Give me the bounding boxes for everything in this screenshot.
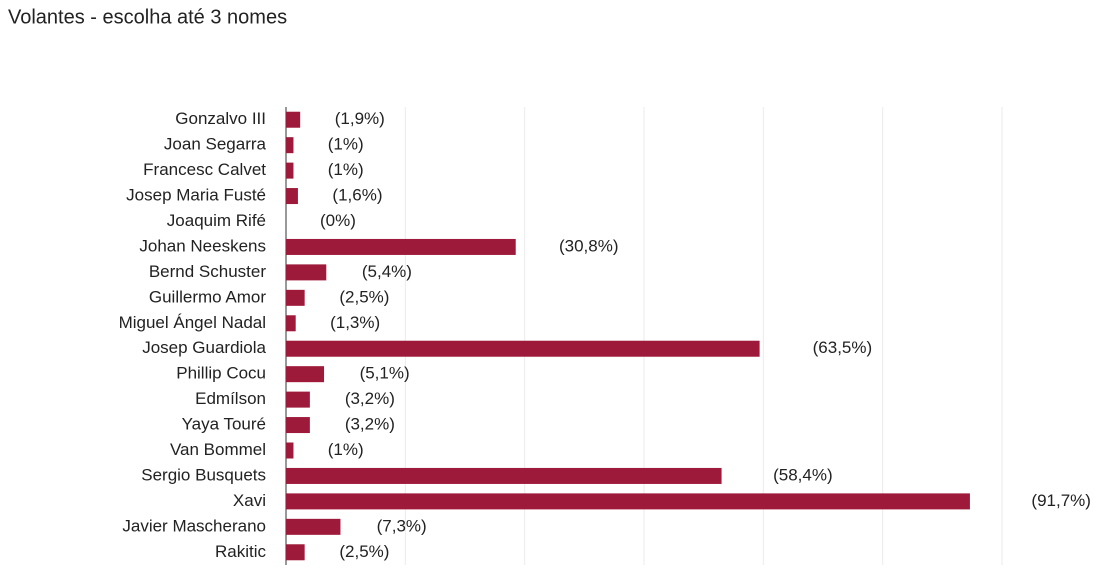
bar xyxy=(286,493,970,510)
value-label: (1,6%) xyxy=(332,186,382,205)
bar xyxy=(286,366,325,383)
value-label: (1%) xyxy=(328,135,364,154)
bar xyxy=(286,442,294,459)
bar xyxy=(286,391,310,408)
bar xyxy=(286,289,305,306)
value-label: (7,3%) xyxy=(377,516,427,535)
bar xyxy=(286,315,296,332)
category-label: Joan Segarra xyxy=(164,135,267,154)
category-label: Van Bommel xyxy=(170,440,266,459)
value-label: (63,5%) xyxy=(813,338,873,357)
value-label: (1%) xyxy=(328,160,364,179)
bar xyxy=(286,111,301,128)
bar xyxy=(286,162,294,179)
category-label: Josep Guardiola xyxy=(142,338,266,357)
bar xyxy=(286,544,305,561)
category-label: Rakitic xyxy=(215,542,267,561)
category-label: Bernd Schuster xyxy=(149,262,267,281)
category-label: Edmílson xyxy=(195,389,266,408)
category-label: Francesc Calvet xyxy=(143,160,266,179)
category-label: Joaquim Rifé xyxy=(167,211,266,230)
bar xyxy=(286,467,722,484)
bar xyxy=(286,518,341,535)
category-label: Guillermo Amor xyxy=(149,287,266,306)
bar xyxy=(286,188,298,205)
value-label: (5,1%) xyxy=(360,364,410,383)
chart-title: Volantes - escolha até 3 nomes xyxy=(8,6,287,28)
bar xyxy=(286,417,310,434)
value-label: (1,9%) xyxy=(335,109,385,128)
value-label: (0%) xyxy=(320,211,356,230)
value-label: (91,7%) xyxy=(1031,491,1091,510)
category-label: Josep Maria Fusté xyxy=(126,186,266,205)
value-label: (3,2%) xyxy=(345,389,395,408)
value-label: (30,8%) xyxy=(559,236,619,255)
value-label: (1%) xyxy=(328,440,364,459)
category-label: Yaya Touré xyxy=(182,415,266,434)
category-label: Phillip Cocu xyxy=(176,364,266,383)
category-label: Xavi xyxy=(233,491,266,510)
value-label: (1,3%) xyxy=(330,313,380,332)
bar xyxy=(286,264,327,281)
category-label: Miguel Ángel Nadal xyxy=(119,313,266,332)
bar xyxy=(286,137,294,154)
value-label: (5,4%) xyxy=(362,262,412,281)
bar xyxy=(286,238,516,255)
value-label: (3,2%) xyxy=(345,415,395,434)
category-label: Sergio Busquets xyxy=(141,465,266,484)
value-label: (58,4%) xyxy=(773,465,833,484)
value-label: (2,5%) xyxy=(339,542,389,561)
category-label: Gonzalvo III xyxy=(175,109,266,128)
value-label: (2,5%) xyxy=(339,287,389,306)
category-label: Johan Neeskens xyxy=(139,236,266,255)
category-label: Javier Mascherano xyxy=(122,516,266,535)
bar xyxy=(286,340,760,357)
